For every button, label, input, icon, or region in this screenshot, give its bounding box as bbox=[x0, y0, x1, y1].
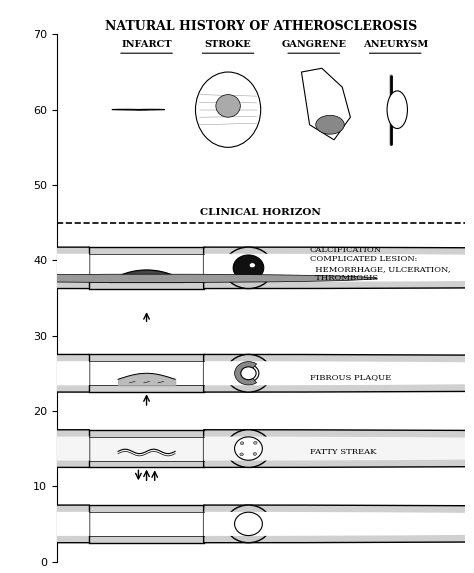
Wedge shape bbox=[204, 512, 474, 536]
Text: ANEURYSM: ANEURYSM bbox=[363, 41, 428, 49]
Ellipse shape bbox=[254, 441, 257, 444]
Ellipse shape bbox=[249, 262, 255, 268]
Text: STROKE: STROKE bbox=[205, 41, 252, 49]
Bar bbox=[90, 461, 204, 468]
Wedge shape bbox=[0, 437, 90, 461]
Ellipse shape bbox=[226, 355, 271, 392]
Wedge shape bbox=[204, 437, 474, 461]
Ellipse shape bbox=[226, 430, 271, 468]
Ellipse shape bbox=[226, 505, 271, 543]
Text: GANGRENE: GANGRENE bbox=[281, 41, 346, 49]
Wedge shape bbox=[0, 361, 90, 385]
Text: NATURAL HISTORY OF ATHEROSCLEROSIS: NATURAL HISTORY OF ATHEROSCLEROSIS bbox=[105, 20, 417, 33]
Wedge shape bbox=[0, 254, 90, 282]
Ellipse shape bbox=[235, 437, 263, 460]
Ellipse shape bbox=[224, 247, 273, 289]
Text: CALCIFICATION
COMPLICATED LESION:
  HEMORRHAGE, ULCERATION,
  THROMBOSIS: CALCIFICATION COMPLICATED LESION: HEMORR… bbox=[310, 246, 450, 282]
Ellipse shape bbox=[235, 512, 263, 536]
Wedge shape bbox=[204, 355, 474, 392]
Ellipse shape bbox=[216, 95, 240, 117]
Bar bbox=[90, 536, 204, 543]
Bar bbox=[90, 385, 204, 392]
Ellipse shape bbox=[240, 442, 244, 445]
Wedge shape bbox=[204, 505, 474, 543]
Wedge shape bbox=[0, 355, 90, 392]
Ellipse shape bbox=[238, 364, 259, 382]
Text: FATTY STREAK: FATTY STREAK bbox=[310, 448, 376, 456]
Wedge shape bbox=[0, 512, 90, 536]
Bar bbox=[90, 282, 204, 289]
Text: CLINICAL HORIZON: CLINICAL HORIZON bbox=[200, 207, 321, 217]
Wedge shape bbox=[204, 247, 474, 289]
Wedge shape bbox=[204, 254, 474, 282]
Wedge shape bbox=[0, 247, 90, 289]
Ellipse shape bbox=[253, 453, 256, 456]
Polygon shape bbox=[235, 362, 256, 385]
Bar bbox=[90, 355, 204, 361]
Text: FIBROUS PLAQUE: FIBROUS PLAQUE bbox=[310, 373, 391, 381]
Bar bbox=[90, 512, 204, 536]
Ellipse shape bbox=[233, 255, 264, 281]
Bar bbox=[90, 254, 204, 282]
Ellipse shape bbox=[240, 453, 243, 456]
Ellipse shape bbox=[241, 367, 256, 380]
Ellipse shape bbox=[316, 115, 344, 134]
Wedge shape bbox=[204, 361, 474, 385]
Bar bbox=[90, 247, 204, 254]
Wedge shape bbox=[0, 505, 90, 543]
Bar bbox=[90, 430, 204, 437]
Polygon shape bbox=[112, 109, 165, 110]
Wedge shape bbox=[0, 430, 90, 468]
Text: INFARCT: INFARCT bbox=[121, 41, 172, 49]
Wedge shape bbox=[204, 430, 474, 468]
Circle shape bbox=[0, 274, 376, 282]
Ellipse shape bbox=[387, 91, 408, 128]
Bar bbox=[90, 505, 204, 512]
Ellipse shape bbox=[195, 72, 261, 147]
Polygon shape bbox=[301, 68, 350, 140]
Bar bbox=[90, 437, 204, 461]
Bar bbox=[90, 361, 204, 385]
